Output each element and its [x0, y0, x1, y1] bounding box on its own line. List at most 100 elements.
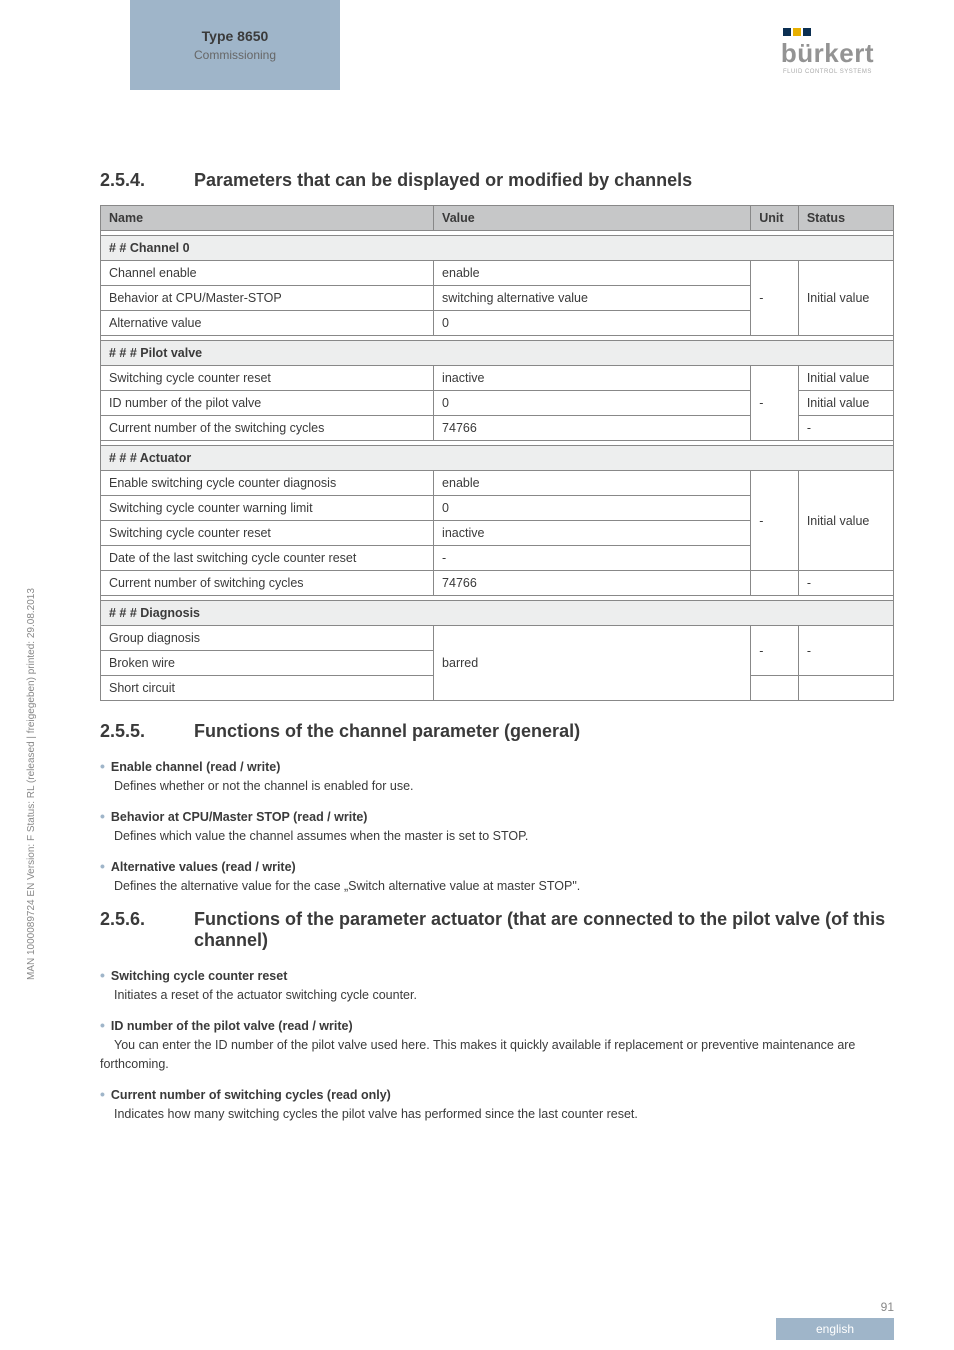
- header-subtitle: Commissioning: [130, 48, 340, 62]
- item-desc: Defines the alternative value for the ca…: [114, 879, 580, 893]
- heading-255: 2.5.5. Functions of the channel paramete…: [100, 721, 894, 742]
- th-status: Status: [798, 206, 893, 231]
- heading-254: 2.5.4. Parameters that can be displayed …: [100, 170, 894, 191]
- section-header: # # # Pilot valve: [101, 341, 894, 366]
- logo-sq-3: [803, 28, 811, 36]
- page-number: 91: [881, 1300, 894, 1314]
- cell-name: Enable switching cycle counter diagnosis: [101, 471, 434, 496]
- th-unit: Unit: [751, 206, 799, 231]
- section-header: # # Channel 0: [101, 236, 894, 261]
- section-header: # # # Actuator: [101, 446, 894, 471]
- cell-name: Alternative value: [101, 311, 434, 336]
- cell-name: Date of the last switching cycle counter…: [101, 546, 434, 571]
- heading-254-num: 2.5.4.: [100, 170, 170, 191]
- cell-name: Switching cycle counter reset: [101, 366, 434, 391]
- list-item: Enable channel (read / write) Defines wh…: [100, 756, 894, 796]
- cell-value: 0: [434, 391, 751, 416]
- cell-name: Group diagnosis: [101, 626, 434, 651]
- section-header: # # # Diagnosis: [101, 601, 894, 626]
- item-title: ID number of the pilot valve (read / wri…: [100, 1019, 353, 1033]
- header-left: Type 8650 Commissioning: [130, 28, 340, 62]
- table-row: Group diagnosis barred - -: [101, 626, 894, 651]
- cell-name: Current number of switching cycles: [101, 571, 434, 596]
- table-section-row: # # # Pilot valve: [101, 341, 894, 366]
- table-section-row: # # # Diagnosis: [101, 601, 894, 626]
- cell-unit: [751, 571, 799, 596]
- heading-255-num: 2.5.5.: [100, 721, 170, 742]
- item-desc: Initiates a reset of the actuator switch…: [114, 988, 417, 1002]
- table-row: Current number of switching cycles 74766…: [101, 571, 894, 596]
- cell-name: Switching cycle counter reset: [101, 521, 434, 546]
- cell-name: Behavior at CPU/Master-STOP: [101, 286, 434, 311]
- cell-value: inactive: [434, 366, 751, 391]
- cell-status: [798, 676, 893, 701]
- cell-status: -: [798, 416, 893, 441]
- main-content: 2.5.4. Parameters that can be displayed …: [100, 170, 894, 1137]
- table-row: Enable switching cycle counter diagnosis…: [101, 471, 894, 496]
- section-256-list: Switching cycle counter reset Initiates …: [100, 965, 894, 1123]
- type-label: Type 8650: [130, 28, 340, 44]
- table-header-row: Name Value Unit Status: [101, 206, 894, 231]
- th-name: Name: [101, 206, 434, 231]
- cell-unit: -: [751, 366, 799, 441]
- logo-sq-2: [793, 28, 801, 36]
- page-header: Type 8650 Commissioning bürkert FLUID CO…: [130, 28, 894, 75]
- logo-squares-icon: [783, 28, 874, 36]
- cell-value: inactive: [434, 521, 751, 546]
- list-item: Behavior at CPU/Master STOP (read / writ…: [100, 806, 894, 846]
- list-item: Alternative values (read / write) Define…: [100, 856, 894, 896]
- cell-name: Switching cycle counter warning limit: [101, 496, 434, 521]
- cell-value: enable: [434, 261, 751, 286]
- cell-status: -: [798, 626, 893, 676]
- cell-status: Initial value: [798, 471, 893, 571]
- th-value: Value: [434, 206, 751, 231]
- table-section-row: # # Channel 0: [101, 236, 894, 261]
- cell-name: Broken wire: [101, 651, 434, 676]
- item-desc: Defines whether or not the channel is en…: [114, 779, 414, 793]
- cell-unit: -: [751, 471, 799, 571]
- item-title: Enable channel (read / write): [100, 760, 280, 774]
- cell-value: -: [434, 546, 751, 571]
- item-desc: You can enter the ID number of the pilot…: [100, 1038, 855, 1071]
- cell-value: 74766: [434, 571, 751, 596]
- table-section-row: # # # Actuator: [101, 446, 894, 471]
- item-title: Current number of switching cycles (read…: [100, 1088, 391, 1102]
- cell-value: barred: [434, 626, 751, 701]
- cell-value: 74766: [434, 416, 751, 441]
- cell-status: Initial value: [798, 261, 893, 336]
- list-item: Current number of switching cycles (read…: [100, 1084, 894, 1124]
- language-tab: english: [776, 1318, 894, 1340]
- cell-unit: [751, 676, 799, 701]
- cell-name: ID number of the pilot valve: [101, 391, 434, 416]
- cell-status: -: [798, 571, 893, 596]
- logo-text: bürkert: [781, 38, 874, 69]
- list-item: Switching cycle counter reset Initiates …: [100, 965, 894, 1005]
- logo-subtext: FLUID CONTROL SYSTEMS: [781, 69, 874, 75]
- item-desc: Defines which value the channel assumes …: [114, 829, 528, 843]
- item-desc: Indicates how many switching cycles the …: [114, 1107, 638, 1121]
- cell-status: Initial value: [798, 391, 893, 416]
- logo-sq-1: [783, 28, 791, 36]
- cell-unit: -: [751, 261, 799, 336]
- cell-value: 0: [434, 496, 751, 521]
- item-title: Alternative values (read / write): [100, 860, 296, 874]
- cell-name: Channel enable: [101, 261, 434, 286]
- cell-value: switching alternative value: [434, 286, 751, 311]
- burkert-logo: bürkert FLUID CONTROL SYSTEMS: [781, 28, 874, 75]
- heading-256-num: 2.5.6.: [100, 909, 170, 951]
- table-row: Channel enable enable - Initial value: [101, 261, 894, 286]
- item-title: Behavior at CPU/Master STOP (read / writ…: [100, 810, 367, 824]
- cell-value: 0: [434, 311, 751, 336]
- item-title: Switching cycle counter reset: [100, 969, 287, 983]
- table-row: Switching cycle counter reset inactive -…: [101, 366, 894, 391]
- heading-255-title: Functions of the channel parameter (gene…: [194, 721, 580, 742]
- cell-name: Current number of the switching cycles: [101, 416, 434, 441]
- heading-254-title: Parameters that can be displayed or modi…: [194, 170, 692, 191]
- cell-unit: -: [751, 626, 799, 676]
- heading-256-title: Functions of the parameter actuator (tha…: [194, 909, 894, 951]
- list-item: ID number of the pilot valve (read / wri…: [100, 1015, 894, 1074]
- cell-value: enable: [434, 471, 751, 496]
- heading-256: 2.5.6. Functions of the parameter actuat…: [100, 909, 894, 951]
- parameters-table: Name Value Unit Status # # Channel 0 Cha…: [100, 205, 894, 701]
- cell-name: Short circuit: [101, 676, 434, 701]
